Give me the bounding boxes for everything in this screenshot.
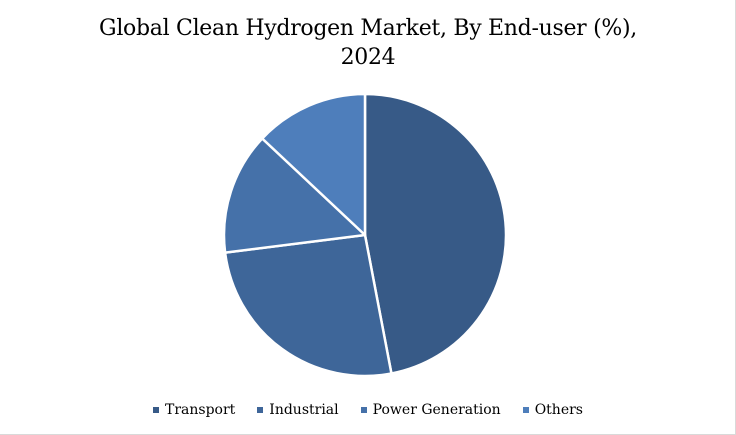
legend-item-others: Others [522,402,583,418]
legend-item-industrial: Industrial [257,402,339,418]
pie-slice-transport [363,92,508,375]
legend-swatch-transport [153,407,159,413]
legend-label-others: Others [534,402,583,418]
legend-label-industrial: Industrial [269,402,339,418]
legend-swatch-industrial [257,407,264,413]
chart-title-line-1: Global Clean Hydrogen Market, By End-use… [99,16,637,41]
chart-title: Global Clean Hydrogen Market, By End-use… [0,14,736,72]
legend-swatch-others [522,407,529,413]
legend-label-transport: Transport [165,402,236,418]
legend-swatch-power-generation [360,407,367,413]
legend-item-power-generation: Power Generation [360,402,501,418]
pie-slice-power-generation [222,137,367,254]
chart-legend: Transport Industrial Power Generation Ot… [0,402,736,418]
pie-slice-others [260,92,367,237]
chart-title-line-2: 2024 [340,45,396,70]
pie-slice-industrial [223,233,393,378]
legend-item-transport: Transport [153,402,235,418]
legend-label-power-generation: Power Generation [372,402,501,418]
